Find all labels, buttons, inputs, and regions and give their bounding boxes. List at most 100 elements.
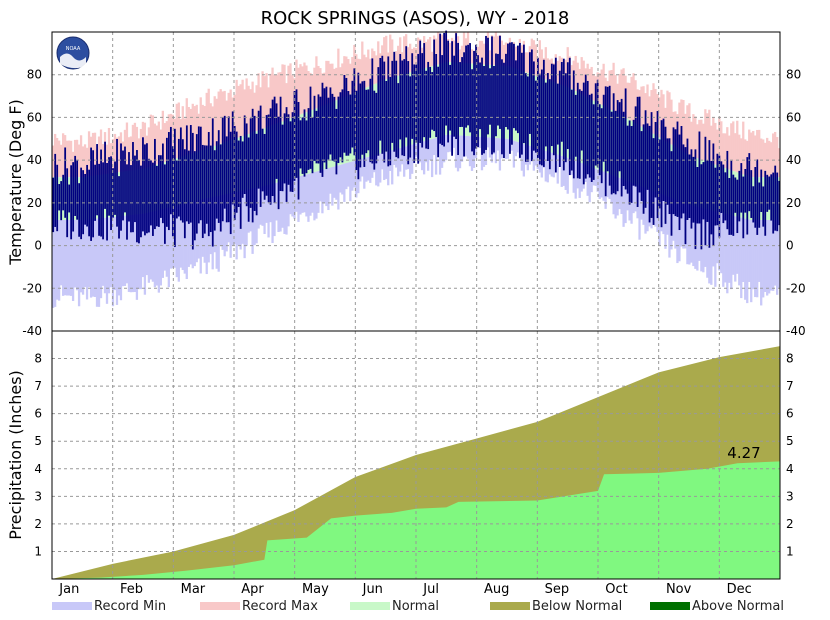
observed-temperature-bar — [349, 94, 352, 154]
record-min-bar — [393, 149, 396, 165]
record-min-bar — [442, 135, 446, 163]
record-min-bar — [157, 209, 161, 293]
observed-temperature-bar — [532, 61, 535, 151]
observed-temperature-bar — [644, 110, 647, 208]
record-max-bar — [177, 102, 180, 158]
record-min-bar — [428, 139, 432, 161]
observed-temperature-bar — [219, 144, 222, 232]
record-min-bar — [197, 200, 200, 259]
legend-swatch — [200, 602, 240, 610]
observed-temperature-bar — [197, 126, 200, 224]
record-min-bar — [223, 194, 226, 257]
record-max-bar — [287, 65, 290, 120]
record-max-bar — [496, 36, 500, 66]
record-min-bar — [135, 214, 139, 300]
observed-temperature-bar — [263, 133, 266, 200]
record-max-bar — [235, 79, 238, 139]
observed-temperature-bar — [750, 170, 753, 218]
observed-temperature-bar — [329, 87, 332, 155]
record-min-bar — [397, 148, 400, 177]
record-min-bar — [355, 160, 358, 198]
record-min-bar — [261, 186, 264, 226]
record-max-bar — [363, 54, 366, 89]
noaa-logo: NOAA — [56, 36, 90, 70]
observed-temperature-bar — [124, 146, 126, 213]
record-min-bar — [243, 190, 246, 259]
observed-temperature-bar — [554, 57, 557, 173]
record-max-bar — [754, 135, 757, 178]
observed-temperature-bar — [473, 50, 475, 156]
observed-temperature-bar — [241, 141, 244, 198]
record-max-bar — [331, 63, 334, 102]
record-min-bar — [337, 165, 340, 210]
observed-temperature-bar — [489, 68, 491, 125]
observed-temperature-bar — [700, 164, 703, 250]
record-min-bar — [395, 148, 398, 168]
observed-temperature-bar — [594, 83, 597, 166]
record-max-bar — [329, 63, 332, 103]
record-max-bar — [351, 57, 354, 94]
record-max-bar — [215, 98, 218, 146]
record-min-bar — [600, 170, 603, 198]
record-max-bar — [578, 68, 581, 94]
record-max-bar — [375, 55, 378, 84]
precipitation-frame — [51, 330, 781, 580]
record-max-bar — [225, 100, 228, 142]
record-min-bar — [125, 215, 129, 284]
record-min-bar — [345, 163, 348, 190]
record-min-bar — [339, 164, 342, 193]
observed-temperature-bar — [766, 174, 769, 212]
record-min-bar — [632, 183, 635, 214]
record-max-bar — [734, 133, 737, 172]
record-max-bar — [57, 140, 61, 178]
record-min-bar — [574, 160, 577, 199]
record-min-bar — [616, 176, 619, 216]
record-max-bar — [129, 136, 133, 171]
record-min-bar — [115, 216, 119, 305]
temperature-tick-label-left: 60 — [27, 110, 42, 124]
record-min-bar — [484, 137, 488, 165]
observed-temperature-bar — [413, 64, 416, 164]
observed-temperature-bar — [433, 39, 436, 132]
record-max-bar — [281, 64, 284, 122]
month-tick-label: Oct — [605, 582, 627, 597]
observed-temperature-bar — [237, 140, 240, 207]
observed-temperature-bar — [662, 118, 665, 202]
observed-temperature-bar — [471, 69, 473, 152]
record-max-bar — [610, 70, 613, 111]
record-min-bar — [301, 175, 304, 213]
record-min-bar — [732, 215, 735, 275]
record-max-bar — [482, 43, 486, 65]
record-min-bar — [760, 219, 763, 306]
record-max-bar — [538, 40, 541, 78]
record-min-bar — [624, 179, 627, 224]
record-max-bar — [622, 68, 625, 117]
record-max-bar — [365, 57, 368, 88]
record-max-bar — [161, 110, 164, 163]
record-min-bar — [552, 153, 555, 178]
observed-temperature-bar — [660, 120, 663, 228]
record-min-bar — [724, 213, 727, 283]
temperature-tick-label-left: -20 — [22, 281, 42, 295]
record-min-bar — [630, 182, 633, 224]
record-min-bar — [440, 136, 444, 168]
record-max-bar — [576, 62, 579, 93]
temperature-tick-label-right: 0 — [786, 239, 794, 253]
legend-swatch — [650, 602, 690, 610]
record-max-bar — [544, 47, 547, 80]
record-max-bar — [105, 144, 109, 174]
record-min-bar — [626, 180, 629, 211]
observed-temperature-bar — [52, 177, 55, 233]
record-max-bar — [327, 60, 330, 104]
record-min-bar — [688, 204, 691, 265]
record-max-bar — [428, 36, 432, 67]
record-min-bar — [602, 171, 605, 201]
record-max-bar — [620, 69, 623, 116]
observed-temperature-bar — [686, 138, 689, 220]
observed-temperature-bar — [387, 56, 390, 167]
record-max-bar — [253, 92, 256, 132]
record-min-bar — [662, 194, 665, 235]
observed-temperature-bar — [203, 145, 206, 234]
observed-temperature-bar — [768, 176, 771, 210]
